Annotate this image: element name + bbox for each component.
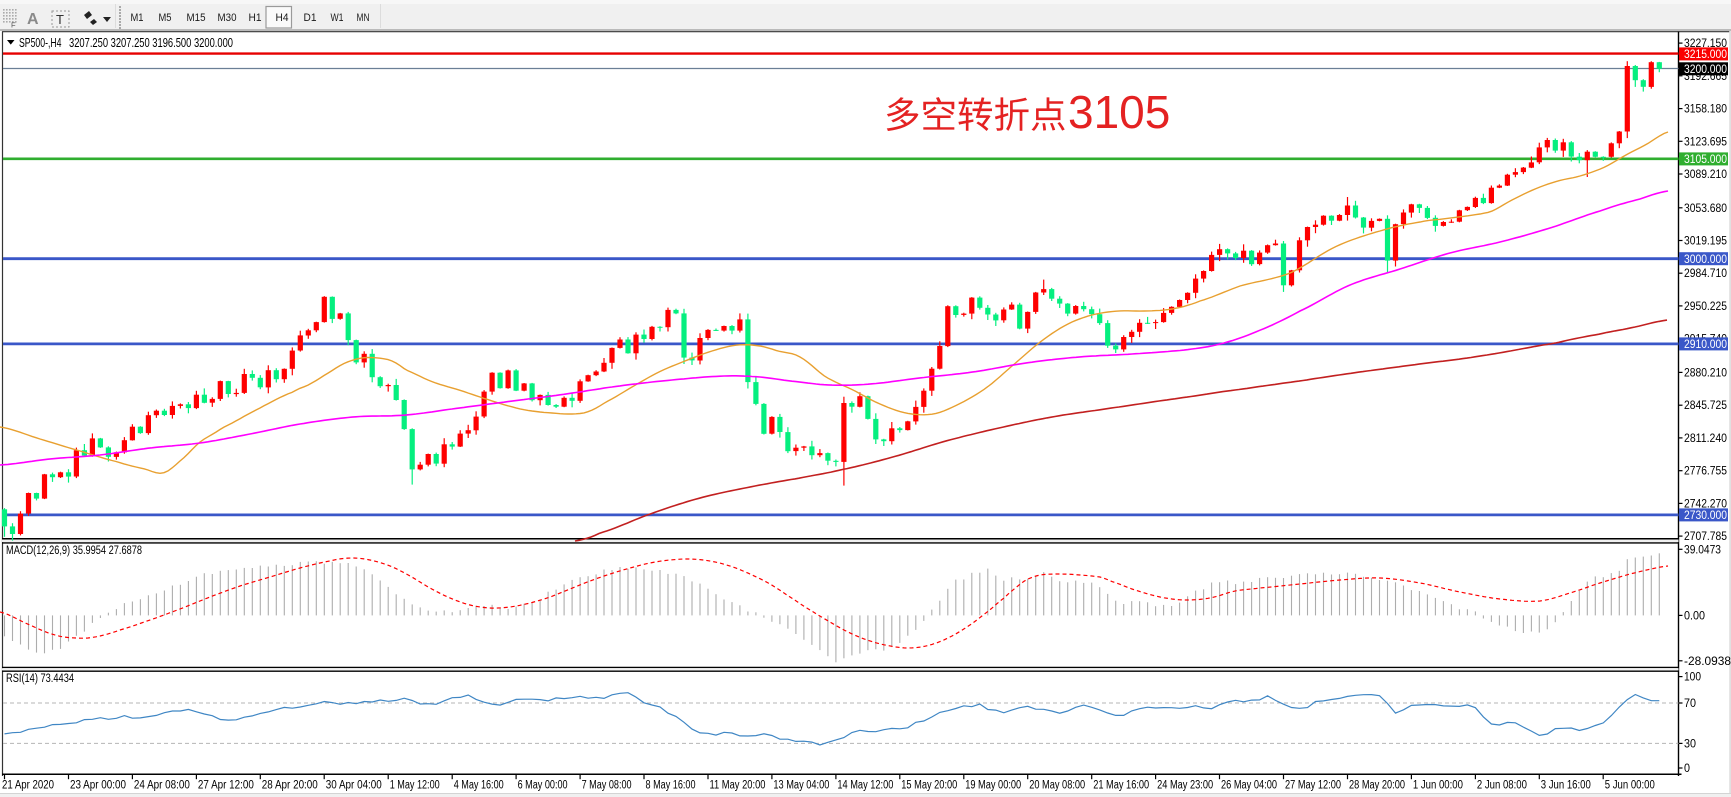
svg-text:2811.240: 2811.240 [1684, 433, 1727, 445]
svg-text:A: A [27, 11, 39, 28]
svg-text:27 Apr 12:00: 27 Apr 12:00 [198, 780, 254, 792]
svg-text:21 May 16:00: 21 May 16:00 [1093, 780, 1149, 792]
svg-text:W1: W1 [331, 12, 344, 24]
svg-text:28 Apr 20:00: 28 Apr 20:00 [262, 780, 318, 792]
svg-text:H1: H1 [249, 12, 262, 24]
svg-text:2742.270: 2742.270 [1684, 498, 1727, 510]
svg-text:23 Apr 00:00: 23 Apr 00:00 [70, 780, 126, 792]
svg-text:1 May 12:00: 1 May 12:00 [390, 780, 440, 792]
svg-text:3207.250 3207.250 3196.500 320: 3207.250 3207.250 3196.500 3200.000 [69, 35, 233, 50]
svg-text:-28.0938: -28.0938 [1684, 656, 1731, 668]
svg-text:28 May 20:00: 28 May 20:00 [1349, 780, 1405, 792]
svg-text:SP500-,H4: SP500-,H4 [19, 35, 62, 50]
svg-text:2880.210: 2880.210 [1684, 367, 1727, 379]
svg-text:2707.785: 2707.785 [1684, 531, 1727, 543]
svg-text:14 May 12:00: 14 May 12:00 [837, 780, 893, 792]
svg-text:F: F [11, 21, 16, 30]
svg-text:3089.210: 3089.210 [1684, 169, 1727, 181]
svg-text:4 May 16:00: 4 May 16:00 [454, 780, 504, 792]
svg-text:7 May 08:00: 7 May 08:00 [582, 780, 632, 792]
svg-text:3 Jun 16:00: 3 Jun 16:00 [1541, 780, 1591, 792]
svg-text:8 May 16:00: 8 May 16:00 [646, 780, 696, 792]
svg-text:2730.000: 2730.000 [1684, 510, 1727, 522]
svg-text:27 May 12:00: 27 May 12:00 [1285, 780, 1341, 792]
svg-text:19 May 00:00: 19 May 00:00 [965, 780, 1021, 792]
svg-text:M30: M30 [218, 12, 237, 24]
svg-text:RSI(14) 73.4434: RSI(14) 73.4434 [6, 673, 74, 685]
svg-text:MN: MN [357, 12, 370, 24]
svg-text:3105.000: 3105.000 [1684, 154, 1727, 166]
svg-text:M5: M5 [159, 12, 172, 24]
svg-text:39.0473: 39.0473 [1684, 544, 1721, 556]
svg-text:24 May 23:00: 24 May 23:00 [1157, 780, 1213, 792]
svg-text:15 May 20:00: 15 May 20:00 [901, 780, 957, 792]
svg-text:H4: H4 [276, 12, 289, 24]
svg-text:2984.710: 2984.710 [1684, 268, 1727, 280]
svg-text:0.00: 0.00 [1684, 610, 1705, 622]
svg-text:20 May 08:00: 20 May 08:00 [1029, 780, 1085, 792]
svg-text:3000.000: 3000.000 [1684, 254, 1727, 266]
svg-text:2950.225: 2950.225 [1684, 301, 1727, 313]
svg-text:21 Apr 2020: 21 Apr 2020 [2, 780, 54, 792]
svg-text:T: T [56, 12, 64, 27]
svg-text:26 May 04:00: 26 May 04:00 [1221, 780, 1277, 792]
svg-text:3200.000: 3200.000 [1684, 64, 1727, 76]
svg-text:30 Apr 04:00: 30 Apr 04:00 [326, 780, 382, 792]
svg-text:3019.195: 3019.195 [1684, 236, 1727, 248]
svg-text:2 Jun 08:00: 2 Jun 08:00 [1477, 780, 1527, 792]
svg-text:24 Apr 08:00: 24 Apr 08:00 [134, 780, 190, 792]
svg-text:D1: D1 [304, 12, 317, 24]
svg-text:100: 100 [1684, 672, 1701, 684]
svg-text:30: 30 [1684, 738, 1696, 750]
svg-text:3053.680: 3053.680 [1684, 203, 1727, 215]
svg-text:0: 0 [1684, 763, 1690, 775]
svg-text:2910.000: 2910.000 [1684, 339, 1727, 351]
svg-text:11 May 20:00: 11 May 20:00 [710, 780, 766, 792]
svg-text:2776.755: 2776.755 [1684, 466, 1727, 478]
svg-text:M1: M1 [131, 12, 144, 24]
svg-text:1 Jun 00:00: 1 Jun 00:00 [1413, 780, 1463, 792]
svg-text:5 Jun 00:00: 5 Jun 00:00 [1605, 780, 1655, 792]
svg-text:3215.000: 3215.000 [1684, 49, 1727, 61]
svg-text:3158.180: 3158.180 [1684, 104, 1727, 116]
svg-text:70: 70 [1684, 698, 1696, 710]
svg-text:3123.695: 3123.695 [1684, 136, 1727, 148]
svg-text:M15: M15 [187, 12, 206, 24]
svg-text:6 May 00:00: 6 May 00:00 [518, 780, 568, 792]
svg-text:3227.150: 3227.150 [1684, 38, 1727, 50]
svg-text:MACD(12,26,9) 35.9954 27.6878: MACD(12,26,9) 35.9954 27.6878 [6, 545, 142, 557]
svg-text:3105: 3105 [1068, 86, 1170, 138]
svg-text:13 May 04:00: 13 May 04:00 [773, 780, 829, 792]
svg-text:2845.725: 2845.725 [1684, 400, 1727, 412]
